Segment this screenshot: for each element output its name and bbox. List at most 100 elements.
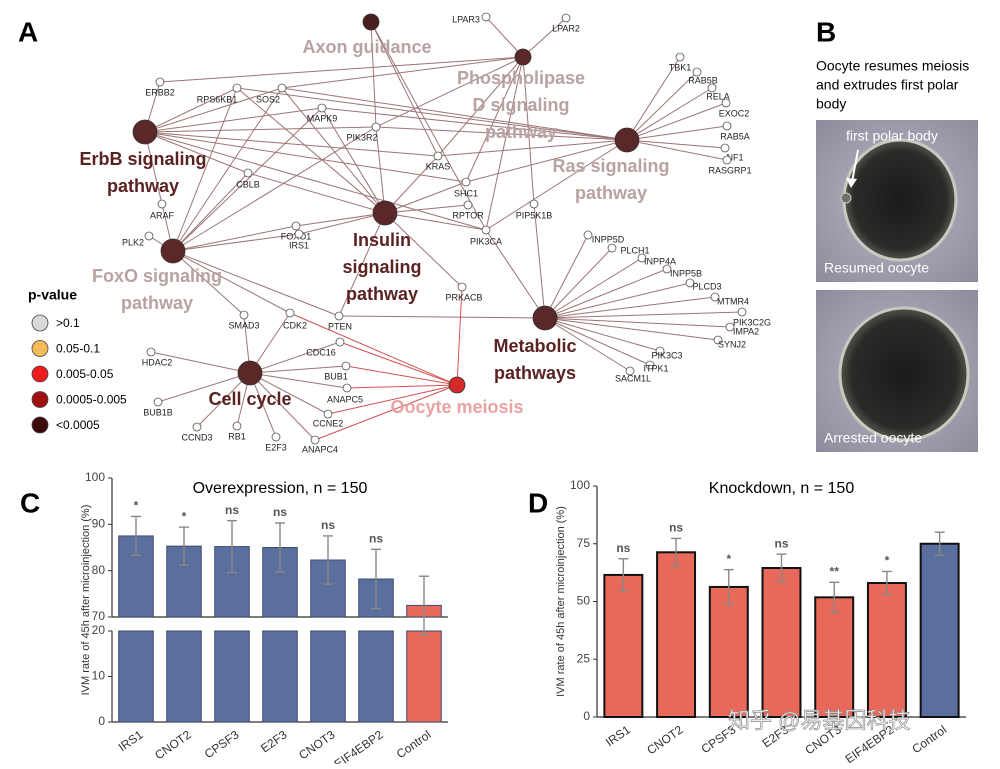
gene-label: SMAD3 (228, 320, 259, 330)
edge (626, 125, 728, 141)
gene-node (685, 278, 695, 288)
x-tick-label: CPSF3 (202, 727, 242, 761)
panel-title: body (816, 96, 846, 112)
gene-node (461, 177, 471, 187)
pathway-label: Cell cycle (208, 389, 291, 409)
bar (406, 630, 442, 723)
gene-label: PIK3CA (470, 236, 502, 246)
significance-label: ns (321, 518, 335, 532)
legend-label: 0.0005-0.005 (56, 393, 127, 407)
edge (249, 372, 348, 389)
pathway-label: Phospholipase (457, 68, 585, 88)
panel-title: Oocyte resumes meiosis (816, 58, 969, 74)
gene-node (153, 397, 163, 407)
gene-label: SYNJ2 (718, 339, 746, 349)
gene-label: CBLB (236, 179, 260, 189)
panel-title: and extrudes first polar (816, 77, 959, 93)
gene-label: PLCH1 (620, 245, 649, 255)
y-tick-label: 80 (92, 563, 106, 577)
gene-label: BUB1B (143, 407, 173, 417)
gene-label: ANAPC5 (327, 394, 363, 404)
image-label: Arrested oocyte (824, 430, 922, 446)
gene-label: LPAR2 (552, 23, 580, 33)
gene-label: PTEN (328, 321, 352, 331)
edge (144, 131, 249, 174)
significance-label: * (885, 554, 890, 568)
edges (144, 16, 743, 441)
edge (375, 126, 628, 141)
pathway-label: FoxO signaling (92, 266, 222, 286)
edge (544, 282, 691, 319)
gene-label: PIP5K1B (516, 210, 553, 220)
significance-label: * (134, 499, 139, 513)
edge (465, 56, 524, 183)
edge (196, 372, 251, 428)
edge (159, 56, 524, 83)
image-label: Resumed oocyte (824, 260, 929, 276)
pathway-node (614, 127, 640, 153)
gene-node (637, 253, 647, 263)
y-tick-label: 75 (577, 536, 591, 550)
edge (144, 131, 487, 231)
gene-label: ARAF (150, 210, 175, 220)
gene-label: MTMR4 (717, 296, 749, 306)
panel-letter: D (528, 487, 548, 518)
edge (544, 317, 719, 341)
edge (384, 204, 469, 214)
pathway-label: pathway (485, 122, 557, 142)
legend-label: 0.05-0.1 (56, 342, 100, 356)
gene-label: RASGRP1 (708, 165, 751, 175)
significance-label: ns (369, 532, 383, 546)
gene-node (310, 435, 320, 445)
edge (144, 131, 439, 157)
significance-label: * (182, 509, 187, 523)
significance-label: ** (830, 564, 840, 578)
pathway-label: Insulin (353, 230, 411, 250)
gene-node (561, 13, 571, 23)
y-tick-label: 100 (85, 470, 105, 484)
pathway-node (160, 238, 186, 264)
gene-label: RPTOR (452, 210, 484, 220)
pathway-node (448, 376, 466, 394)
edge (544, 234, 589, 319)
edge (338, 315, 546, 319)
gene-label: RAB5A (720, 131, 750, 141)
legend-label: >0.1 (56, 316, 80, 330)
edge (626, 102, 727, 141)
gene-node (721, 98, 731, 108)
gene-node (662, 264, 672, 274)
gene-label: IRS1 (289, 240, 309, 250)
x-tick-label: CNOT2 (152, 727, 194, 762)
edge (338, 212, 386, 317)
x-tick-label: Control (394, 728, 434, 762)
edge (295, 212, 386, 227)
gene-label: EXOC2 (719, 108, 750, 118)
gene-label: ITPK1 (643, 363, 668, 373)
gene-node (645, 360, 655, 370)
gene-label: TBK1 (669, 62, 692, 72)
pathway-node (362, 13, 380, 31)
edge (485, 16, 524, 58)
legend-swatch (31, 391, 49, 408)
edge (544, 296, 716, 319)
gene-label: INPP5B (670, 268, 702, 278)
gene-node (710, 292, 720, 302)
bar (919, 542, 960, 718)
edge (533, 203, 546, 319)
edge (384, 212, 487, 231)
x-tick-label: EIF4EBP2 (332, 727, 386, 764)
significance-label: * (726, 552, 731, 566)
edge (249, 372, 329, 415)
edge (247, 172, 386, 214)
edge (346, 384, 458, 389)
gene-label: PLCD3 (692, 281, 721, 291)
gene-node (707, 83, 717, 93)
gene-label: SOS2 (256, 94, 280, 104)
gene-node (155, 77, 165, 87)
gene-label: KRAS (426, 161, 451, 171)
edge (144, 87, 283, 133)
bar (603, 573, 644, 718)
bar (214, 630, 250, 723)
gene-label: PLK2 (122, 237, 144, 247)
